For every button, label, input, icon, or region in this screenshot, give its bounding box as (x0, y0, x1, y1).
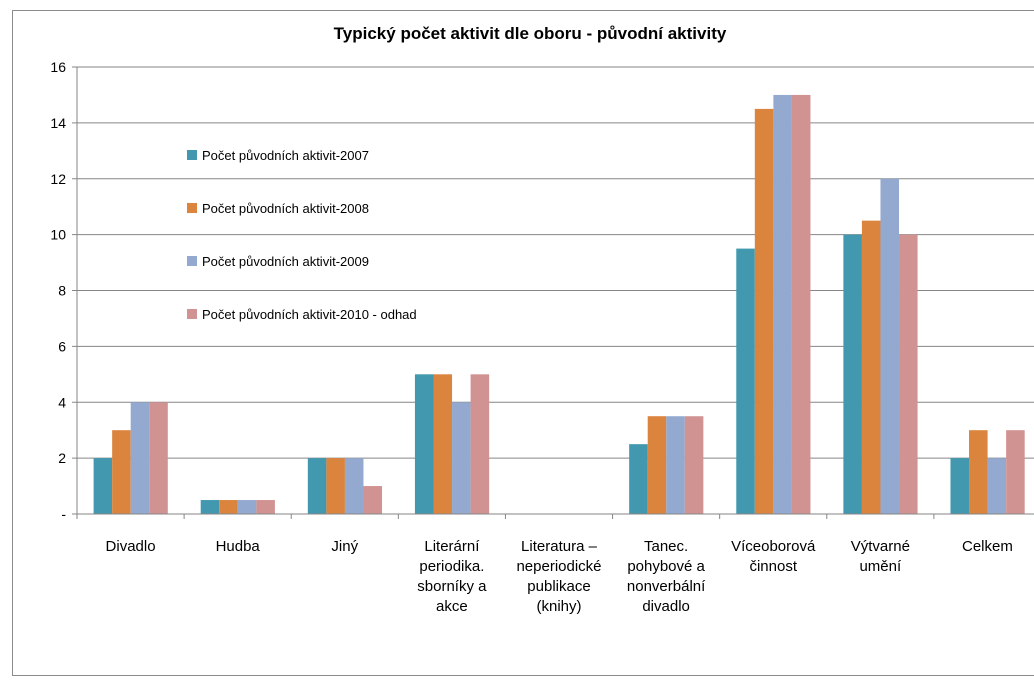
x-category-label-line: Literatura – (521, 538, 598, 555)
chart-svg: Typický počet aktivit dle oboru - původn… (50, 24, 1034, 615)
y-tick-label: 14 (50, 115, 66, 131)
x-category-label: Literatura – neperiodické publikace (knihy) (516, 538, 601, 615)
legend-label: Počet původních aktivit-2007 (202, 148, 369, 163)
x-category-label-line: umění (859, 558, 902, 575)
bar (666, 416, 685, 514)
bar (1006, 430, 1025, 514)
bar (470, 374, 490, 514)
x-category-label-line: Výtvarné (851, 538, 910, 555)
x-category-label: Tanec. pohybové a nonverbální divadlo (627, 538, 706, 615)
bar (433, 374, 453, 514)
x-category-label-line: neperiodické (516, 558, 601, 575)
bar (629, 444, 648, 514)
x-category-label: Hudba (216, 538, 261, 555)
bar (843, 234, 862, 514)
bar (773, 94, 792, 514)
bar (950, 458, 970, 514)
bar (307, 458, 327, 514)
bar (791, 94, 811, 514)
y-tick-label: 10 (50, 227, 66, 243)
legend-swatch (187, 309, 197, 319)
bar (130, 402, 150, 514)
x-category-label-line: akce (436, 598, 468, 615)
bar (363, 486, 383, 514)
bar (344, 458, 364, 514)
bars (93, 94, 1025, 514)
x-category-label-line: publikace (527, 578, 590, 595)
chart-title: Typický počet aktivit dle oboru - původn… (334, 24, 727, 43)
axes (76, 67, 1034, 519)
x-category-label-line: Divadlo (106, 538, 156, 555)
bar (754, 108, 774, 514)
y-tick-label: 6 (58, 338, 66, 354)
legend-label: Počet původních aktivit-2008 (202, 201, 369, 216)
bar (452, 402, 471, 514)
x-category-label-line: sborníky a (417, 578, 487, 595)
x-category-label-line: Literární (424, 538, 480, 555)
y-tick-label: - (61, 506, 66, 522)
bar (861, 220, 881, 514)
bar (736, 248, 755, 514)
y-tick-label: 8 (58, 283, 66, 299)
bar (880, 178, 900, 514)
bar (93, 458, 113, 514)
legend: Počet původních aktivit-2007 Počet původn… (187, 148, 417, 322)
x-category-label-line: Víceoborová (731, 538, 816, 555)
x-category-label: Víceoborová činnost (731, 538, 816, 575)
y-tick-label: 2 (58, 450, 66, 466)
bar (200, 500, 220, 514)
legend-label: Počet původních aktivit-2010 - odhad (202, 307, 417, 322)
x-category-label: Celkem (962, 538, 1013, 555)
bar (684, 416, 704, 514)
x-category-label-line: Celkem (962, 538, 1013, 555)
x-category-label: Literární periodika. sborníky a akce (417, 538, 487, 615)
bar (219, 500, 238, 514)
y-tick-label: 4 (58, 394, 66, 410)
bar (256, 500, 275, 514)
x-category-label-line: pohybové a (627, 558, 705, 575)
x-category-label-line: činnost (749, 558, 797, 575)
bar (987, 458, 1007, 514)
bar (969, 430, 988, 514)
y-tick-label: 12 (50, 171, 66, 187)
y-tick-label: 16 (50, 59, 66, 75)
bar (326, 458, 345, 514)
x-category-label-line: Jiný (331, 538, 358, 555)
y-axis-ticks: - 2 4 6 8 10 12 14 16 (50, 59, 77, 522)
x-category-label-line: divadlo (642, 598, 690, 615)
x-category-label-line: nonverbální (627, 578, 706, 595)
legend-swatch (187, 203, 197, 213)
legend-label: Počet původních aktivit-2009 (202, 254, 369, 269)
legend-swatch (187, 256, 197, 266)
bar (112, 430, 131, 514)
bar (899, 234, 918, 514)
x-category-label: Jiný (331, 538, 358, 555)
x-category-label-line: Tanec. (644, 538, 688, 555)
x-axis-category-labels: Divadlo Hudba Jiný Literární periodika. sborn… (106, 538, 1013, 615)
x-category-label: Divadlo (106, 538, 156, 555)
bar (647, 416, 667, 514)
x-category-label-line: (knihy) (536, 598, 581, 615)
bar (149, 402, 168, 514)
x-category-label-line: Hudba (216, 538, 261, 555)
x-category-label-line: periodika. (419, 558, 484, 575)
gridlines (77, 66, 1034, 459)
legend-swatch (187, 150, 197, 160)
bar (414, 374, 434, 514)
chart-frame: Typický počet aktivit dle oboru - původn… (12, 10, 1034, 676)
bar (237, 500, 257, 514)
x-category-label: Výtvarné umění (851, 538, 910, 575)
